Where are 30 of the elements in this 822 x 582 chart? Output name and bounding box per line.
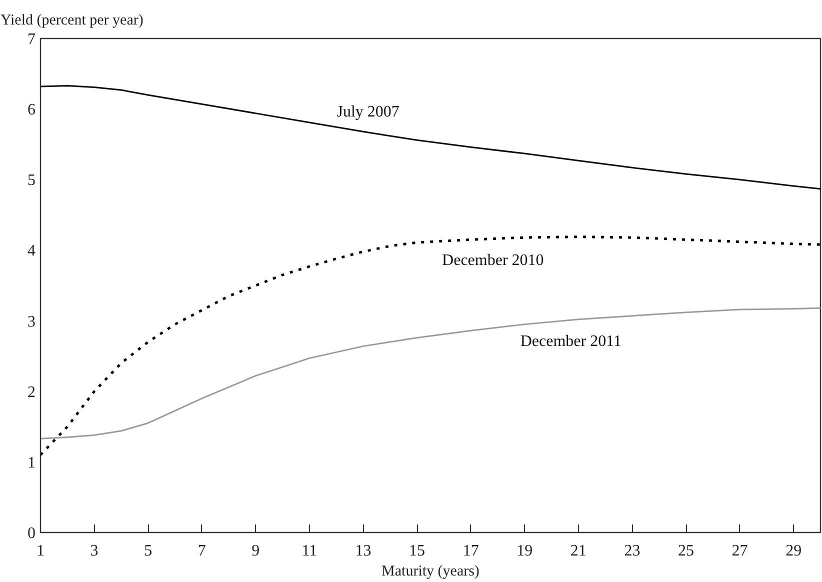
series-label: December 2011 <box>520 333 622 350</box>
line-series <box>40 236 820 456</box>
x-tick-label: 7 <box>198 542 206 560</box>
y-tick-label: 2 <box>28 384 36 401</box>
line-series <box>40 85 820 190</box>
x-axis-title: Maturity (years) <box>382 564 480 580</box>
x-tick-label: 23 <box>624 542 640 560</box>
y-tick-label: 0 <box>28 525 36 542</box>
y-tick-label: 5 <box>28 172 36 190</box>
x-tick-label: 15 <box>409 542 426 560</box>
y-tick-label: 7 <box>28 31 36 48</box>
y-tick-label: 6 <box>28 102 36 119</box>
x-tick-label: 17 <box>462 542 479 560</box>
x-tick-label: 3 <box>90 542 98 560</box>
y-tick-label: 4 <box>28 242 36 260</box>
x-tick-label: 25 <box>678 542 694 560</box>
x-tick-label: 13 <box>355 542 372 560</box>
x-tick-label: 21 <box>570 542 586 560</box>
x-tick-label: 27 <box>732 542 748 560</box>
y-tick-label: 1 <box>28 454 36 472</box>
y-axis-title: Yield (percent per year) <box>0 12 144 28</box>
x-tick-label: 5 <box>144 542 152 560</box>
series-label: July 2007 <box>336 103 400 120</box>
x-tick-label: 9 <box>252 542 260 560</box>
line-series <box>40 307 820 440</box>
series-label: December 2010 <box>442 252 544 269</box>
x-tick-label: 11 <box>302 542 318 560</box>
x-tick-label: 29 <box>786 542 802 560</box>
y-tick-label: 3 <box>28 313 36 330</box>
x-tick-label: 19 <box>516 542 533 560</box>
